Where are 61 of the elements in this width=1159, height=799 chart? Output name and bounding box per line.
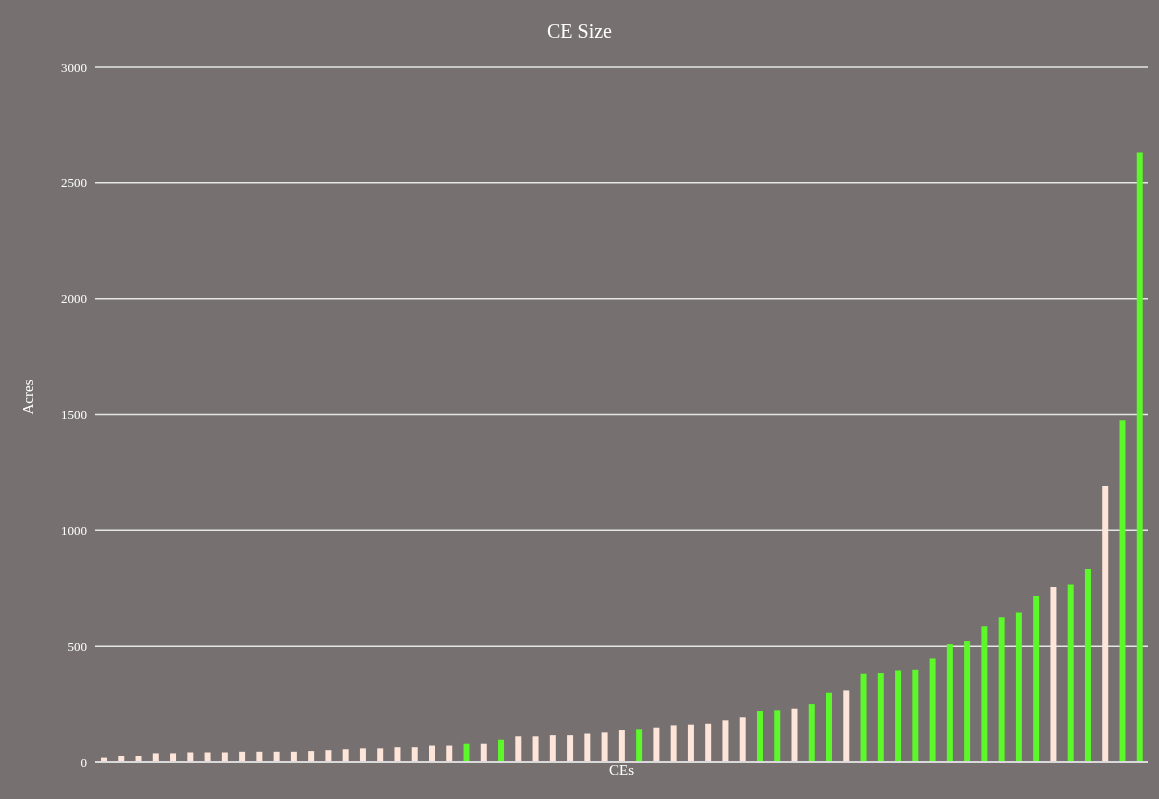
bar <box>877 673 884 762</box>
y-tick-label: 2500 <box>61 175 87 191</box>
bar <box>1119 420 1126 762</box>
bar <box>636 729 643 762</box>
bar <box>325 750 332 762</box>
bar <box>308 751 315 762</box>
bar <box>428 745 435 762</box>
bar <box>687 724 694 762</box>
bar <box>152 753 159 762</box>
bar <box>808 704 815 762</box>
bar <box>739 717 746 762</box>
bar <box>532 736 539 762</box>
bar <box>463 743 470 762</box>
y-axis-title: Acres <box>20 379 37 415</box>
bar <box>670 725 677 762</box>
bar <box>480 743 487 762</box>
y-tick-label: 1500 <box>61 407 87 423</box>
bar <box>584 733 591 762</box>
bar <box>394 747 401 762</box>
bar <box>774 710 781 762</box>
bar <box>1033 595 1040 762</box>
bar <box>1050 587 1057 762</box>
bar <box>826 692 833 762</box>
bar <box>1136 152 1143 762</box>
bar <box>791 708 798 762</box>
bar <box>359 748 366 762</box>
bar <box>1084 569 1091 762</box>
bar <box>601 732 608 762</box>
bar <box>377 748 384 762</box>
bar <box>1102 486 1109 762</box>
bar <box>912 669 919 762</box>
chart-title: CE Size <box>546 20 613 43</box>
bar <box>705 723 712 762</box>
bar <box>411 747 418 762</box>
bar <box>1015 612 1022 762</box>
bar <box>860 673 867 762</box>
bar <box>170 753 177 762</box>
bar <box>1067 584 1074 762</box>
bar <box>964 641 971 762</box>
y-tick-label: 3000 <box>61 59 87 75</box>
bar <box>998 617 1005 762</box>
bar <box>515 736 522 762</box>
bar <box>342 749 349 762</box>
y-tick-label: 500 <box>67 638 87 654</box>
bar <box>843 690 850 762</box>
y-tick-label: 0 <box>80 754 87 770</box>
y-tick-label: 1000 <box>61 522 87 538</box>
bar <box>981 626 988 762</box>
bar <box>446 745 453 762</box>
bar <box>756 711 763 762</box>
bar <box>498 739 505 762</box>
bar <box>929 658 936 762</box>
bar <box>895 670 902 762</box>
y-tick-label: 2000 <box>61 291 87 307</box>
bar <box>549 735 556 762</box>
x-axis-title: CEs <box>608 761 635 778</box>
bar <box>567 735 574 762</box>
bar <box>653 727 660 762</box>
bar <box>722 720 729 762</box>
bar <box>618 730 625 762</box>
bar <box>946 644 953 762</box>
